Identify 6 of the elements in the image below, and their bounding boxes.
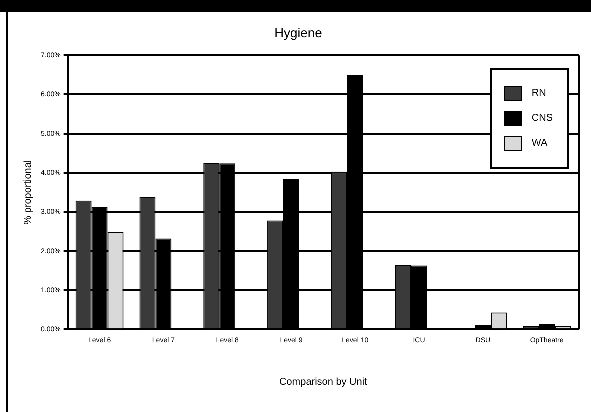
legend-label: RN	[532, 88, 546, 99]
x-axis-title: Comparison by Unit	[280, 376, 368, 388]
legend-label: WA	[532, 138, 548, 149]
y-axis-title: % proportional	[22, 160, 34, 225]
legend-label: CNS	[532, 113, 553, 124]
chart-title: Hygiene	[274, 25, 322, 40]
